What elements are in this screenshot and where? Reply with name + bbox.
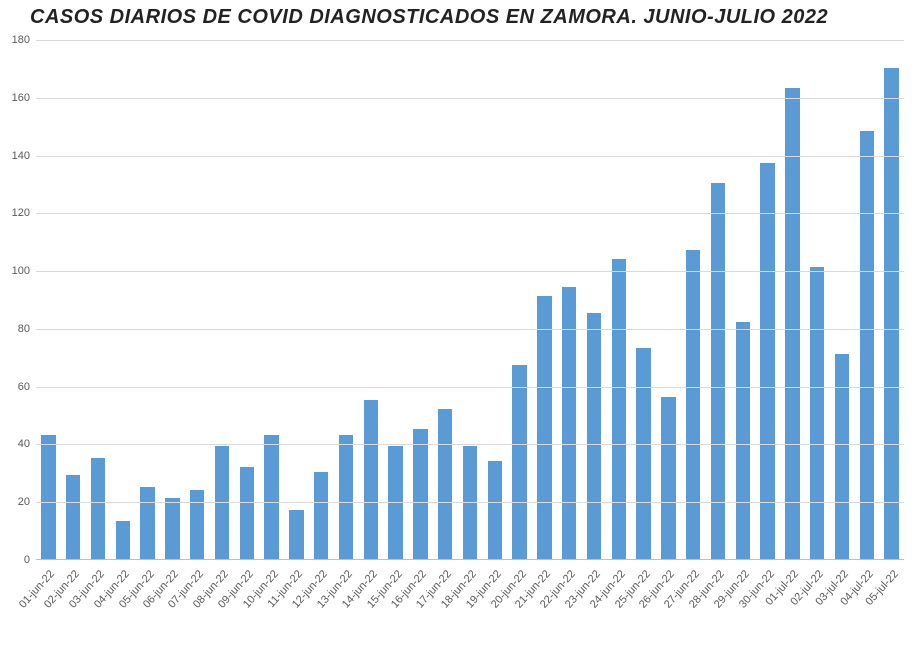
bar xyxy=(537,296,551,559)
bar xyxy=(884,68,898,559)
bar xyxy=(240,467,254,559)
bar xyxy=(289,510,303,559)
grid-line xyxy=(36,387,904,388)
bars-layer xyxy=(36,40,904,559)
chart-title: CASOS DIARIOS DE COVID DIAGNOSTICADOS EN… xyxy=(30,6,828,29)
bar xyxy=(760,163,774,559)
y-tick-label: 20 xyxy=(0,496,30,508)
bar xyxy=(438,409,452,559)
y-tick-label: 100 xyxy=(0,265,30,277)
y-tick-label: 60 xyxy=(0,381,30,393)
bar xyxy=(140,487,154,559)
bar xyxy=(835,354,849,559)
bar xyxy=(339,435,353,559)
grid-line xyxy=(36,213,904,214)
bar xyxy=(661,397,675,559)
y-tick-label: 160 xyxy=(0,92,30,104)
bar xyxy=(636,348,650,559)
bar xyxy=(587,313,601,559)
grid-line xyxy=(36,98,904,99)
y-tick-label: 0 xyxy=(0,554,30,566)
y-tick-label: 180 xyxy=(0,34,30,46)
plot-area: 020406080100120140160180 xyxy=(36,40,904,560)
bar xyxy=(785,88,799,559)
bar xyxy=(190,490,204,559)
y-tick-label: 120 xyxy=(0,207,30,219)
bar xyxy=(686,250,700,559)
grid-line xyxy=(36,156,904,157)
grid-line xyxy=(36,502,904,503)
bar xyxy=(736,322,750,559)
bar xyxy=(264,435,278,559)
bar xyxy=(512,365,526,559)
grid-line xyxy=(36,444,904,445)
bar xyxy=(116,521,130,559)
bar xyxy=(488,461,502,559)
bar xyxy=(810,267,824,559)
bar xyxy=(860,131,874,559)
bar xyxy=(91,458,105,559)
grid-line xyxy=(36,271,904,272)
bar xyxy=(314,472,328,559)
bar xyxy=(612,259,626,559)
y-tick-label: 140 xyxy=(0,150,30,162)
y-tick-label: 80 xyxy=(0,323,30,335)
grid-line xyxy=(36,40,904,41)
x-axis-labels: 01-jun-2202-jun-2203-jun-2204-jun-2205-j… xyxy=(36,568,904,658)
y-tick-label: 40 xyxy=(0,438,30,450)
chart-container: CASOS DIARIOS DE COVID DIAGNOSTICADOS EN… xyxy=(0,0,916,646)
bar xyxy=(364,400,378,559)
bar xyxy=(413,429,427,559)
grid-line xyxy=(36,329,904,330)
bar xyxy=(41,435,55,559)
bar xyxy=(66,475,80,559)
bar xyxy=(165,498,179,559)
